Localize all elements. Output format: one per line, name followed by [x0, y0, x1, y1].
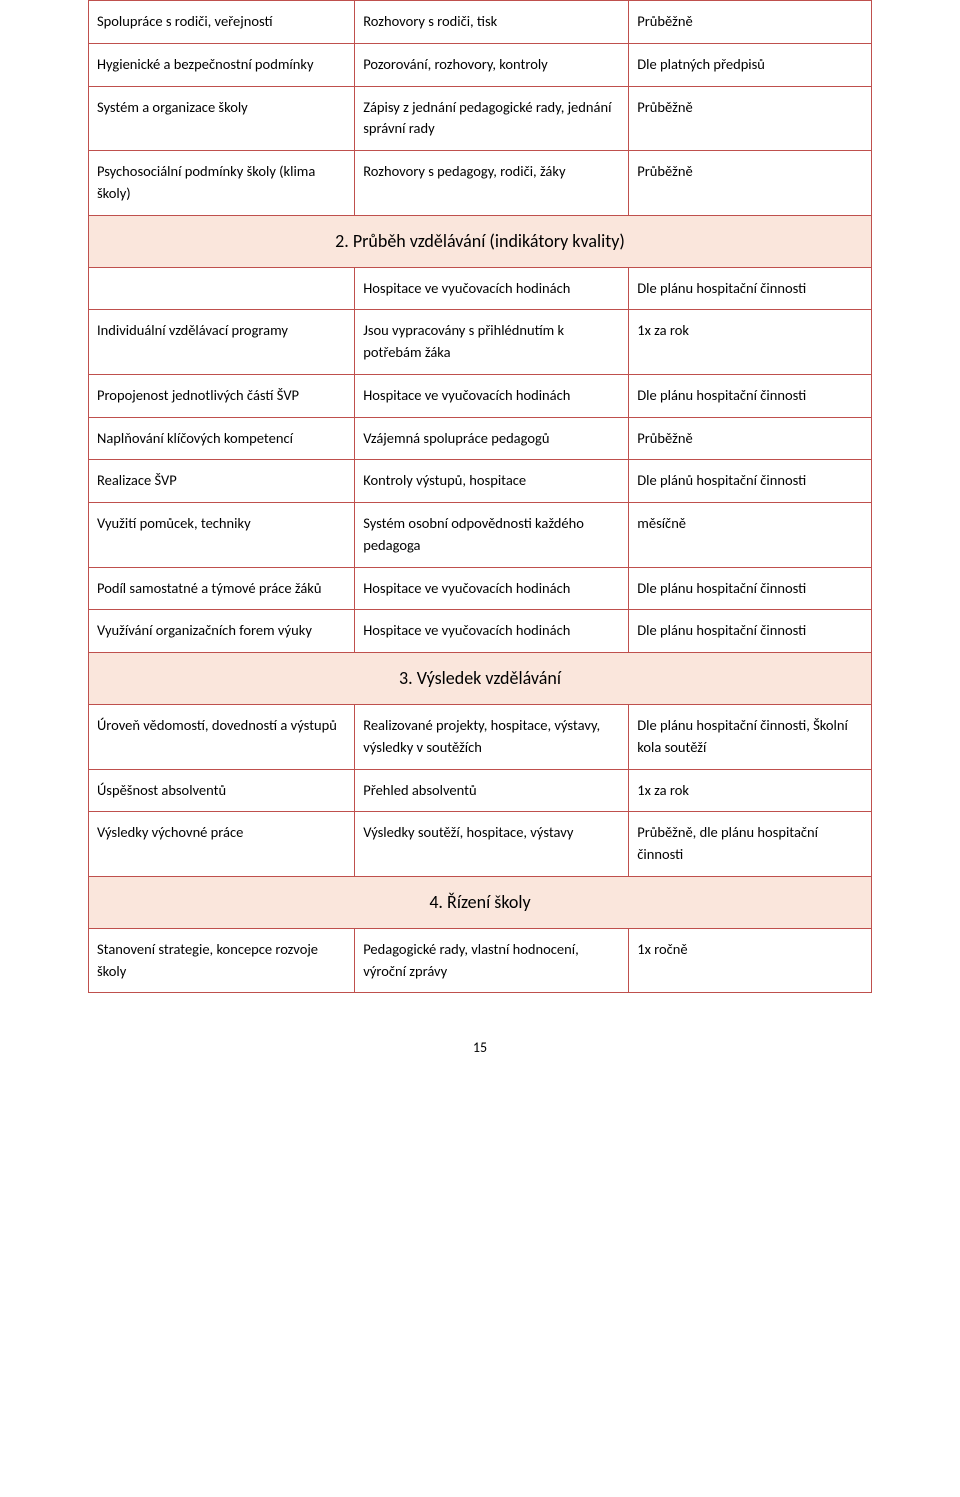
- table-row: Využití pomůcek, techniky Systém osobní …: [89, 503, 872, 568]
- table-row: Hospitace ve vyučovacích hodinách Dle pl…: [89, 267, 872, 310]
- cell: Rozhovory s pedagogy, rodiči, žáky: [355, 151, 629, 216]
- table-row: Hygienické a bezpečnostní podmínky Pozor…: [89, 43, 872, 86]
- table-row: Individuální vzdělávací programy Jsou vy…: [89, 310, 872, 375]
- page-content: Spolupráce s rodiči, veřejností Rozhovor…: [0, 0, 960, 1096]
- table-row: Spolupráce s rodiči, veřejností Rozhovor…: [89, 1, 872, 44]
- cell: Jsou vypracovány s přihlédnutím k potřeb…: [355, 310, 629, 375]
- cell: Průběžně: [629, 1, 872, 44]
- table-row: Propojenost jednotlivých částí ŠVP Hospi…: [89, 374, 872, 417]
- section-2-header: 2. Průběh vzdělávání (indikátory kvality…: [89, 215, 872, 267]
- section-header-row: 3. Výsledek vzdělávání: [89, 653, 872, 705]
- table-row: Realizace ŠVP Kontroly výstupů, hospitac…: [89, 460, 872, 503]
- cell: Individuální vzdělávací programy: [89, 310, 355, 375]
- cell: Stanovení strategie, koncepce rozvoje šk…: [89, 928, 355, 993]
- cell: měsíčně: [629, 503, 872, 568]
- cell: Realizace ŠVP: [89, 460, 355, 503]
- cell: Hospitace ve vyučovacích hodinách: [355, 610, 629, 653]
- cell: Průběžně, dle plánu hospitační činnosti: [629, 812, 872, 877]
- cell: Podíl samostatné a týmové práce žáků: [89, 567, 355, 610]
- cell: Pozorování, rozhovory, kontroly: [355, 43, 629, 86]
- cell: Využití pomůcek, techniky: [89, 503, 355, 568]
- table-row: Úroveň vědomostí, dovedností a výstupů R…: [89, 705, 872, 770]
- cell: Dle plánu hospitační činnosti: [629, 567, 872, 610]
- evaluation-table: Spolupráce s rodiči, veřejností Rozhovor…: [88, 0, 872, 993]
- table-row: Stanovení strategie, koncepce rozvoje šk…: [89, 928, 872, 993]
- cell: Systém a organizace školy: [89, 86, 355, 151]
- cell: Zápisy z jednání pedagogické rady, jedná…: [355, 86, 629, 151]
- section-header-row: 2. Průběh vzdělávání (indikátory kvality…: [89, 215, 872, 267]
- table-row: Úspěšnost absolventů Přehled absolventů …: [89, 769, 872, 812]
- table-row: Využívání organizačních forem výuky Hosp…: [89, 610, 872, 653]
- cell: Realizované projekty, hospitace, výstavy…: [355, 705, 629, 770]
- cell: Psychosociální podmínky školy (klima ško…: [89, 151, 355, 216]
- cell: Dle plánu hospitační činnosti: [629, 374, 872, 417]
- table-row: Psychosociální podmínky školy (klima ško…: [89, 151, 872, 216]
- cell: Spolupráce s rodiči, veřejností: [89, 1, 355, 44]
- cell: 1x za rok: [629, 769, 872, 812]
- cell: Dle plánu hospitační činnosti: [629, 267, 872, 310]
- table-row: Systém a organizace školy Zápisy z jedná…: [89, 86, 872, 151]
- cell: Hygienické a bezpečnostní podmínky: [89, 43, 355, 86]
- cell: Úspěšnost absolventů: [89, 769, 355, 812]
- section-header-row: 4. Řízení školy: [89, 876, 872, 928]
- cell: Průběžně: [629, 151, 872, 216]
- cell: Naplňování klíčových kompetencí: [89, 417, 355, 460]
- cell: Hospitace ve vyučovacích hodinách: [355, 567, 629, 610]
- section-3-header: 3. Výsledek vzdělávání: [89, 653, 872, 705]
- cell: Kontroly výstupů, hospitace: [355, 460, 629, 503]
- cell: [89, 267, 355, 310]
- cell: Dle plánu hospitační činnosti, Školní ko…: [629, 705, 872, 770]
- cell: Dle platných předpisů: [629, 43, 872, 86]
- cell: Výsledky soutěží, hospitace, výstavy: [355, 812, 629, 877]
- cell: Výsledky výchovné práce: [89, 812, 355, 877]
- cell: Systém osobní odpovědnosti každého pedag…: [355, 503, 629, 568]
- cell: Propojenost jednotlivých částí ŠVP: [89, 374, 355, 417]
- cell: 1x za rok: [629, 310, 872, 375]
- table-row: Naplňování klíčových kompetencí Vzájemná…: [89, 417, 872, 460]
- cell: Úroveň vědomostí, dovedností a výstupů: [89, 705, 355, 770]
- cell: Hospitace ve vyučovacích hodinách: [355, 374, 629, 417]
- cell: Průběžně: [629, 86, 872, 151]
- cell: Dle plánů hospitační činnosti: [629, 460, 872, 503]
- cell: Přehled absolventů: [355, 769, 629, 812]
- cell: Průběžně: [629, 417, 872, 460]
- cell: Využívání organizačních forem výuky: [89, 610, 355, 653]
- cell: Hospitace ve vyučovacích hodinách: [355, 267, 629, 310]
- cell: Dle plánu hospitační činnosti: [629, 610, 872, 653]
- cell: Pedagogické rady, vlastní hodnocení, výr…: [355, 928, 629, 993]
- section-4-header: 4. Řízení školy: [89, 876, 872, 928]
- table-row: Podíl samostatné a týmové práce žáků Hos…: [89, 567, 872, 610]
- cell: Rozhovory s rodiči, tisk: [355, 1, 629, 44]
- cell: Vzájemná spolupráce pedagogů: [355, 417, 629, 460]
- cell: 1x ročně: [629, 928, 872, 993]
- table-row: Výsledky výchovné práce Výsledky soutěží…: [89, 812, 872, 877]
- page-number: 15: [88, 1039, 872, 1056]
